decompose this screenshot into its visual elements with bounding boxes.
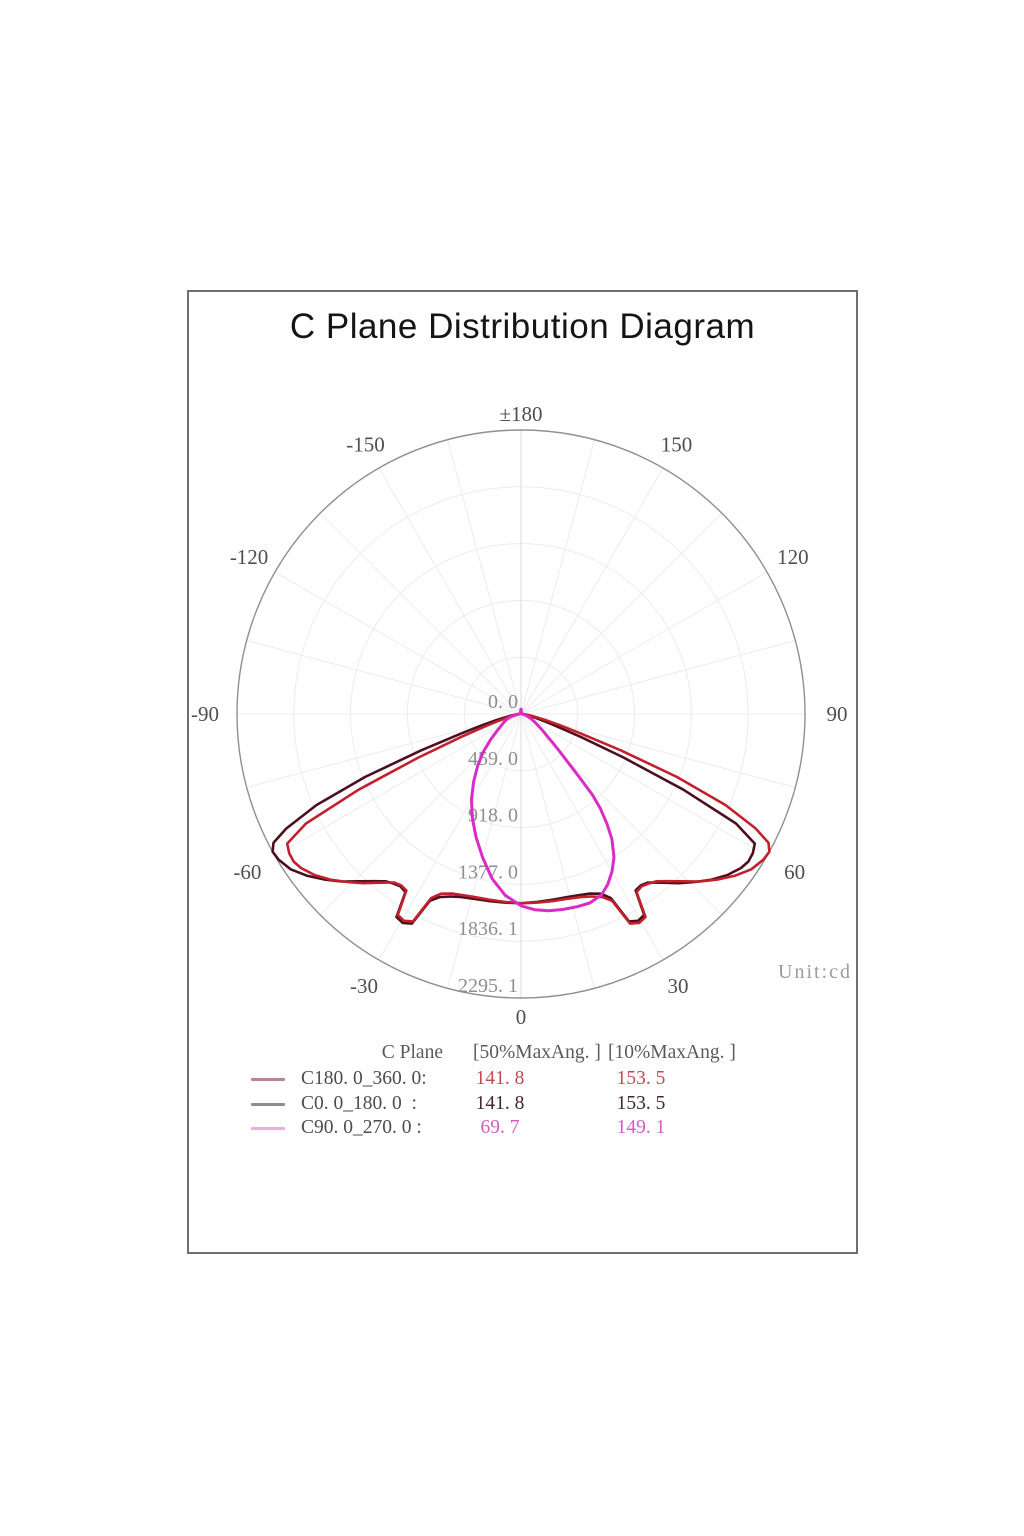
polar-grid-spoke bbox=[246, 640, 522, 715]
legend-header-10pct: [10%MaxAng. ] bbox=[608, 1042, 736, 1063]
polar-grid-spoke bbox=[520, 713, 768, 857]
polar-grid-spoke bbox=[520, 512, 723, 715]
legend-label-c0-180: C0. 0_180. 0 : bbox=[301, 1093, 417, 1114]
polar-grid-spoke bbox=[274, 571, 522, 715]
angle-label-90: 90 bbox=[827, 702, 848, 726]
legend-10pct-c180-360: 153. 5 bbox=[616, 1068, 666, 1089]
angle-label-60: 60 bbox=[784, 860, 805, 884]
polar-grid-spoke bbox=[520, 713, 664, 961]
angle-label--90: -90 bbox=[191, 702, 219, 726]
angle-label-30: 30 bbox=[668, 974, 689, 998]
angle-label--150: -150 bbox=[346, 433, 385, 457]
angle-label--60: -60 bbox=[233, 860, 261, 884]
legend-label-c180-360: C180. 0_360. 0: bbox=[301, 1068, 427, 1089]
legend-50pct-c0-180: 141. 8 bbox=[475, 1093, 525, 1114]
polar-grid-spoke bbox=[246, 713, 522, 788]
ring-label-5: 2295. 1 bbox=[458, 975, 518, 997]
polar-outer-circle bbox=[236, 429, 806, 999]
angle-label-150: 150 bbox=[661, 433, 693, 457]
curve-c180-360 bbox=[285, 712, 771, 925]
polar-grid-spoke bbox=[520, 467, 664, 715]
curve-c90-270 bbox=[470, 707, 616, 913]
polar-grid-spoke bbox=[447, 713, 522, 989]
legend-swatch-c0-180 bbox=[251, 1103, 285, 1106]
polar-grid-spoke bbox=[319, 512, 522, 715]
chart-frame bbox=[187, 290, 858, 1254]
angle-label-180: ±180 bbox=[499, 402, 542, 426]
unit-label: Unit:cd bbox=[778, 961, 852, 983]
polar-grid-spoke bbox=[520, 640, 796, 715]
polar-grid-spoke bbox=[520, 713, 723, 916]
legend-header-50pct: [50%MaxAng. ] bbox=[473, 1042, 601, 1063]
polar-grid-spoke bbox=[520, 439, 595, 715]
ring-label-2: 918. 0 bbox=[468, 805, 518, 827]
angle-label-120: 120 bbox=[777, 545, 809, 569]
legend-10pct-c90-270: 149. 1 bbox=[616, 1117, 666, 1138]
polar-grid-spoke bbox=[520, 571, 768, 715]
legend-swatch-c180-360 bbox=[251, 1078, 285, 1081]
legend-header-plane: C Plane bbox=[381, 1042, 443, 1063]
polar-grid-spoke bbox=[520, 713, 796, 788]
legend-label-c90-270: C90. 0_270. 0 : bbox=[301, 1117, 422, 1138]
ring-label-0: 0. 0 bbox=[488, 691, 518, 713]
angle-label-0: 0 bbox=[516, 1005, 527, 1029]
angle-label--120: -120 bbox=[230, 545, 269, 569]
angle-label--30: -30 bbox=[350, 974, 378, 998]
legend-50pct-c90-270: 69. 7 bbox=[480, 1117, 520, 1138]
polar-grid-spoke bbox=[274, 713, 522, 857]
polar-grid-spoke bbox=[520, 713, 595, 989]
legend-10pct-c0-180: 153. 5 bbox=[616, 1093, 666, 1114]
legend-50pct-c180-360: 141. 8 bbox=[475, 1068, 525, 1089]
polar-grid-spoke bbox=[447, 439, 522, 715]
ring-label-1: 459. 0 bbox=[468, 748, 518, 770]
ring-label-4: 1836. 1 bbox=[458, 918, 518, 940]
chart-title: C Plane Distribution Diagram bbox=[289, 307, 756, 346]
legend-swatch-c90-270 bbox=[251, 1127, 285, 1130]
polar-grid-spoke bbox=[378, 467, 522, 715]
